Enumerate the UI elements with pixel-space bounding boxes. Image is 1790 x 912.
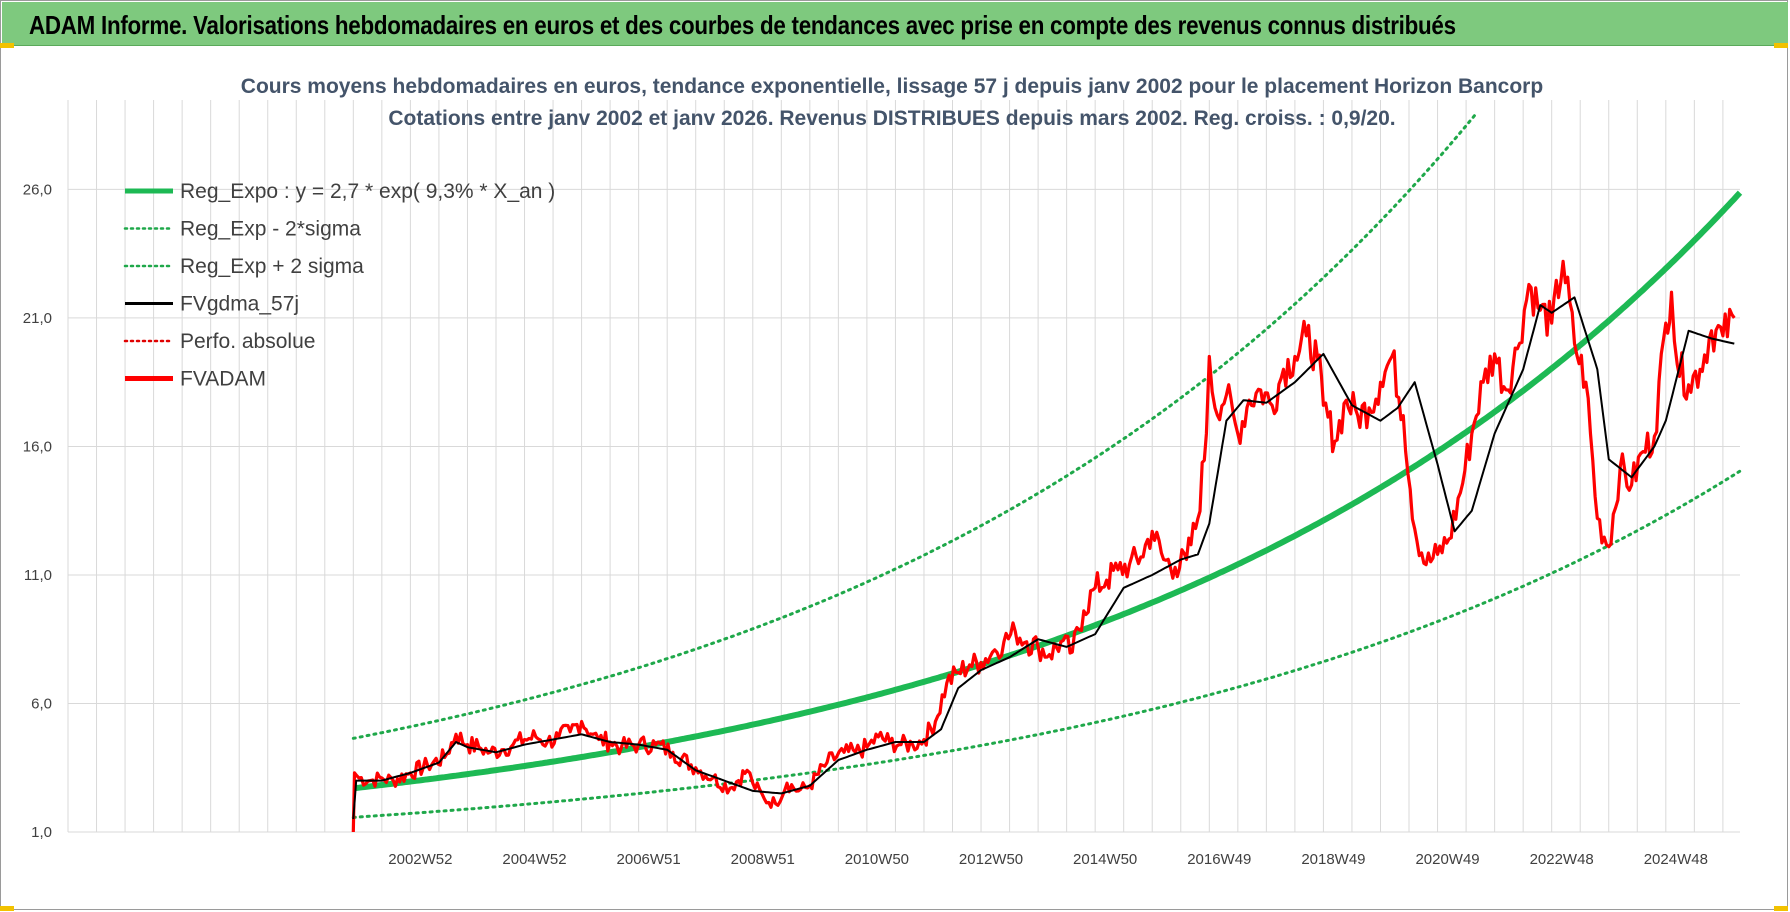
x-tick-label: 2012W50 <box>959 851 1023 868</box>
x-tick-label: 2004W52 <box>502 851 566 868</box>
chart-subtitle: Cotations entre janv 2002 et janv 2026. … <box>388 107 1395 130</box>
y-tick-label: 16,0 <box>23 438 52 455</box>
x-tick-label: 2008W51 <box>731 851 795 868</box>
corner-mark-bottom-left <box>0 906 14 911</box>
x-tick-label: 2022W48 <box>1530 851 1594 868</box>
x-tick-label: 2010W50 <box>845 851 909 868</box>
chart-title: Cours moyens hebdomadaires en euros, ten… <box>241 75 1543 98</box>
legend-label: Reg_Exp - 2*sigma <box>180 218 361 241</box>
legend-label: Reg_Exp + 2 sigma <box>180 255 364 278</box>
fvadam-line <box>351 259 1736 833</box>
x-tick-label: 2020W49 <box>1415 851 1479 868</box>
legend-label: FVgdma_57j <box>180 293 299 316</box>
x-tick-label: 2018W49 <box>1301 851 1365 868</box>
y-tick-label: 11,0 <box>24 567 52 584</box>
y-tick-label: 6,0 <box>31 695 52 712</box>
grid <box>67 100 1740 833</box>
legend: Reg_Expo : y = 2,7 * exp( 9,3% * X_an ) R… <box>123 180 555 391</box>
legend-label: FVADAM <box>180 368 266 391</box>
fvgdma-line <box>352 296 1735 820</box>
regression-band <box>351 114 1743 819</box>
corner-mark-top-right <box>1774 43 1788 48</box>
reg-exp-plus-2-sigma-line <box>351 114 1477 740</box>
x-tick-label: 2016W49 <box>1187 851 1251 868</box>
series-lines <box>351 259 1736 833</box>
x-tick-label: 2024W48 <box>1644 851 1708 868</box>
x-tick-label: 2002W52 <box>388 851 452 868</box>
y-tick-label: 26,0 <box>23 181 52 198</box>
banner-title: ADAM Informe. Valorisations hebdomadaire… <box>29 10 1456 40</box>
y-tick-label: 1,0 <box>31 824 52 841</box>
x-tick-label: 2006W51 <box>617 851 681 868</box>
corner-mark-top-left <box>0 43 14 48</box>
y-tick-label: 21,0 <box>23 310 52 327</box>
axis-labels: 1,0 6,0 11,0 16,0 21,0 26,0 2002W52 2004W52 2006… <box>23 181 1708 868</box>
corner-mark-bottom-right <box>1774 906 1788 911</box>
legend-label: Perfo. absolue <box>180 330 315 353</box>
x-tick-label: 2014W50 <box>1073 851 1137 868</box>
legend-label: Reg_Expo : y = 2,7 * exp( 9,3% * X_an ) <box>180 180 555 203</box>
reg-expo-line <box>352 190 1743 792</box>
report-banner: ADAM Informe. Valorisations hebdomadaire… <box>2 2 1788 46</box>
reg-exp-minus-2-sigma-line <box>351 469 1742 819</box>
